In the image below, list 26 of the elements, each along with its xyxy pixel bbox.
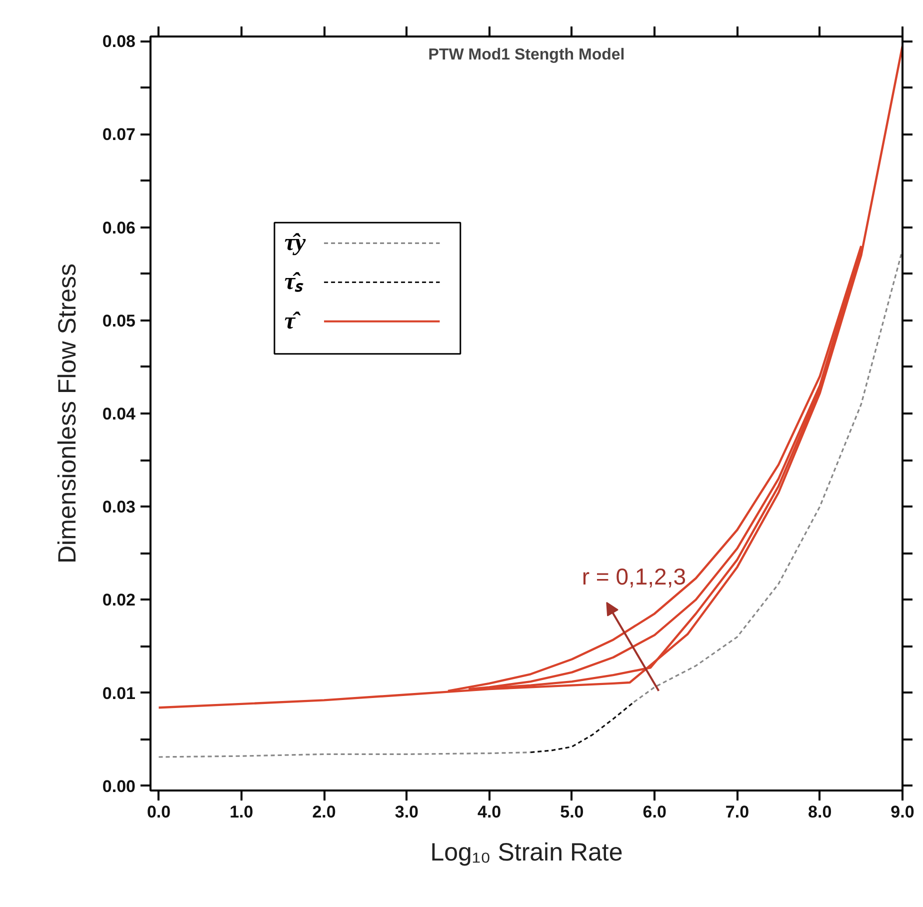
legend-label: τ̂ xyxy=(284,308,302,334)
x-tick-label: 5.0 xyxy=(560,802,584,822)
x-tick-label: 0.0 xyxy=(146,802,171,822)
legend-label: τ̂y xyxy=(284,230,306,256)
x-tick-label: 4.0 xyxy=(477,802,502,822)
y-tick-label: 0.07 xyxy=(102,125,136,144)
x-tick-label: 1.0 xyxy=(230,802,254,822)
x-tick-label: 7.0 xyxy=(725,802,750,822)
text: PTW Mod1 Stength Model xyxy=(428,46,625,64)
x-tick-label: 3.0 xyxy=(394,802,418,822)
y-tick-label: 0.03 xyxy=(102,498,136,517)
y-tick-label: 0.00 xyxy=(102,776,136,796)
y-tick-label: 0.05 xyxy=(102,311,136,330)
x-tick-label: 6.0 xyxy=(642,802,666,822)
y-tick-label: 0.04 xyxy=(102,404,136,424)
y-tick-label: 0.06 xyxy=(102,218,136,238)
x-tick-label: 8.0 xyxy=(808,802,832,822)
y-tick-label: 0.02 xyxy=(102,590,136,610)
y-axis-title: Dimensionless Flow Stress xyxy=(53,263,82,564)
annotation: r = 0,1,2,3 xyxy=(582,563,686,590)
x-tick-label: 2.0 xyxy=(312,802,336,822)
y-tick-label: 0.08 xyxy=(102,32,136,52)
y-tick-label: 0.01 xyxy=(102,684,136,703)
legend-label: τ̂ₛ xyxy=(284,269,304,296)
x-axis-title: Log₁₀ Strain Rate xyxy=(430,838,623,866)
x-tick-label: 9.0 xyxy=(890,802,914,822)
